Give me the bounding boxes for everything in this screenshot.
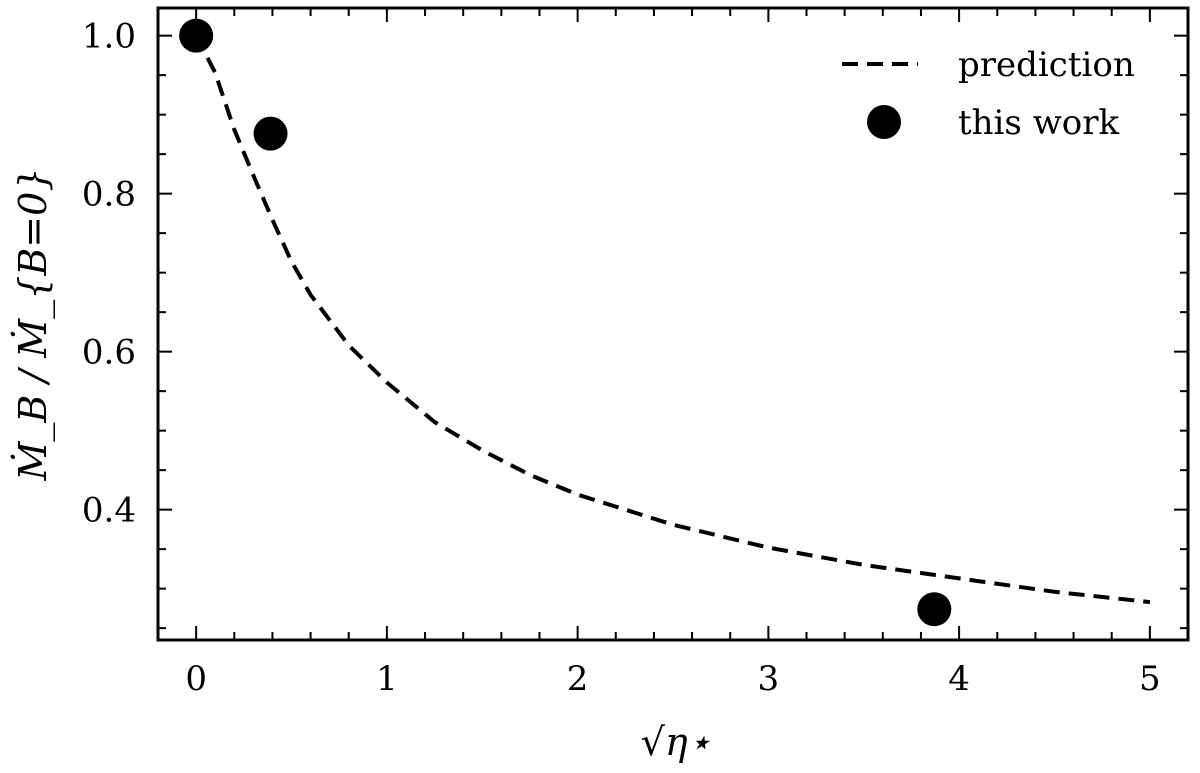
plot-frame	[156, 6, 1190, 642]
x-tick-label: 2	[567, 659, 589, 699]
legend-prediction-label: prediction	[958, 45, 1135, 85]
y-tick-label: 0.8	[82, 175, 136, 215]
legend: prediction this work	[842, 45, 1135, 143]
x-tick-label: 4	[948, 659, 970, 699]
this-work-point	[917, 592, 952, 627]
prediction-line	[194, 34, 1151, 605]
y-axis-title: Ṁ_B / Ṁ_{B=0}	[11, 168, 56, 482]
series-layer	[179, 18, 1151, 627]
x-tick-label: 1	[376, 659, 398, 699]
legend-this-work-swatch	[867, 105, 901, 139]
legend-this-work-label: this work	[958, 103, 1120, 143]
x-tick-label: 0	[185, 659, 207, 699]
tick-labels: 0 1 2 3 4 5 0.4 0.6 0.8 1.0	[82, 17, 1161, 699]
y-tick-label: 1.0	[82, 17, 136, 57]
this-work-point	[253, 116, 288, 151]
y-tick-label: 0.6	[82, 333, 136, 373]
x-tick-label: 3	[758, 659, 780, 699]
this-work-point	[179, 18, 214, 53]
x-tick-label: 5	[1139, 659, 1161, 699]
y-tick-label: 0.4	[82, 491, 136, 531]
x-axis-title: √η⋆	[641, 720, 712, 764]
